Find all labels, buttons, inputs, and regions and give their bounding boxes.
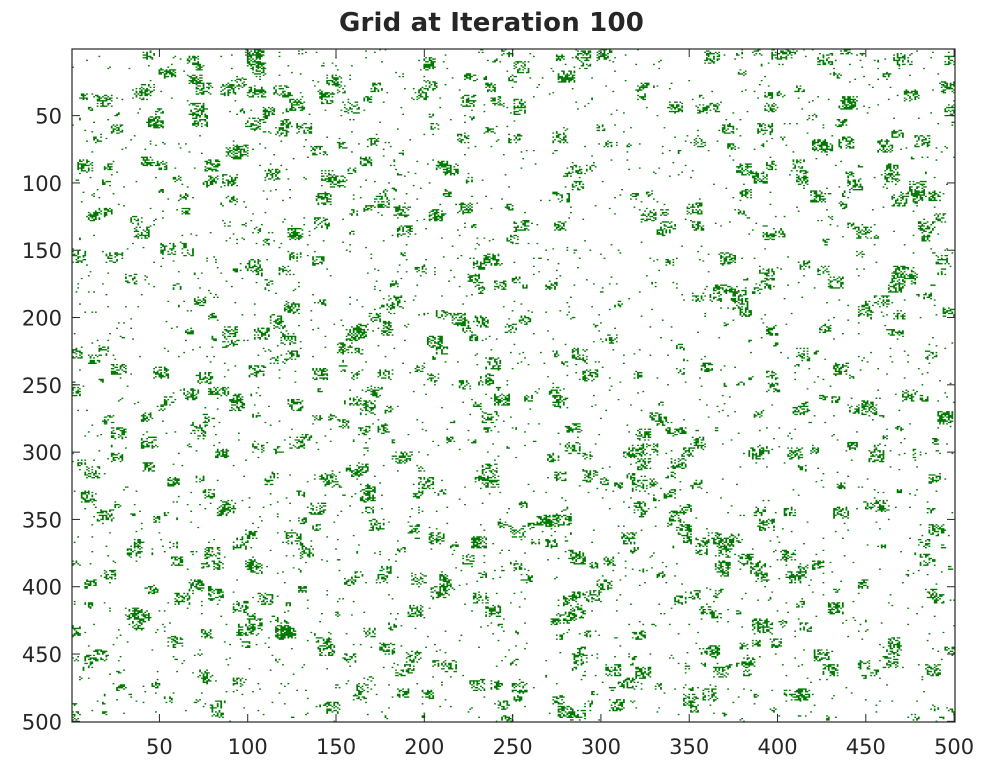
x-tick-label: 300	[581, 735, 621, 759]
y-axis: 50 100 150 200 250 300 350 400 450 500	[22, 105, 955, 734]
x-tick-label: 250	[493, 735, 533, 759]
y-tick-label: 450	[22, 643, 62, 667]
y-tick-label: 300	[22, 441, 62, 465]
y-tick-label: 500	[22, 710, 62, 734]
grid-cells	[72, 49, 955, 722]
axes-box	[71, 48, 956, 723]
y-tick-label: 200	[22, 307, 62, 331]
x-tick-label: 400	[757, 735, 797, 759]
y-tick-label: 350	[22, 508, 62, 532]
live-cells	[72, 49, 955, 722]
y-tick-label: 50	[35, 105, 62, 129]
x-axis: 50 100 150 200 250 300 350 400 450 500	[146, 49, 974, 759]
x-tick-label: 350	[669, 735, 709, 759]
x-tick-label: 150	[316, 735, 356, 759]
x-tick-label: 450	[846, 735, 886, 759]
x-tick-label: 200	[404, 735, 444, 759]
chart-title: Grid at Iteration 100	[338, 8, 645, 38]
x-tick-label: 50	[146, 735, 173, 759]
x-tick-label: 100	[228, 735, 268, 759]
y-tick-label: 100	[22, 172, 62, 196]
x-tick-label: 500	[934, 735, 974, 759]
y-tick-label: 150	[22, 239, 62, 263]
y-tick-label: 400	[22, 576, 62, 600]
y-tick-label: 250	[22, 374, 62, 398]
